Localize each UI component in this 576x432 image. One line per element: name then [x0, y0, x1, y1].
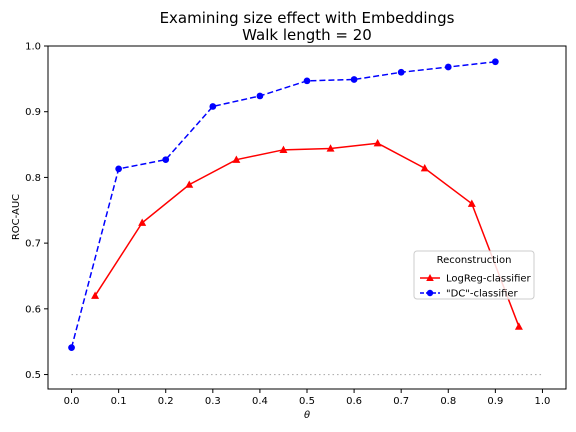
data-point: [492, 58, 499, 66]
x-tick-label: 0.5: [299, 396, 315, 407]
x-tick-label: 0.3: [205, 396, 221, 407]
series-layer: [68, 58, 543, 376]
data-point: [350, 76, 358, 83]
x-tick-label: 0.1: [111, 396, 127, 407]
x-tick-label: 0.0: [64, 396, 80, 407]
x-tick-label: 1.0: [535, 396, 551, 407]
x-axis: 0.0 0.1 0.2 0.3 0.4 0.5 0.6 0.7 0.8 0.9 1.0: [64, 389, 551, 407]
chart-title: Examining size effect with Embeddings: [160, 9, 455, 27]
y-axis-label: ROC-AUC: [11, 194, 22, 240]
data-point: [138, 218, 147, 226]
data-point: [185, 180, 194, 188]
chart-subtitle: Walk length = 20: [242, 26, 372, 44]
data-point: [397, 68, 405, 76]
y-tick-label: 1.0: [25, 42, 41, 53]
data-point: [279, 145, 288, 153]
series-line: [70, 61, 496, 348]
x-tick-label: 0.4: [252, 396, 268, 407]
x-tick-label: 0.8: [440, 396, 456, 407]
legend: Reconstruction LogReg-classifier "DC"-clas…: [413, 250, 535, 300]
data-point: [326, 144, 335, 152]
legend-title: Reconstruction: [437, 255, 512, 266]
legend-box: [413, 250, 535, 300]
data-point: [373, 139, 382, 147]
data-point: [420, 164, 429, 172]
x-axis-label: θ: [304, 410, 310, 421]
y-tick-label: 0.6: [25, 304, 41, 315]
legend-entry: LogReg-classifier: [446, 274, 532, 285]
data-point: [256, 92, 264, 100]
legend-swatch-marker: [426, 289, 434, 297]
data-point: [209, 103, 217, 110]
data-point: [162, 156, 170, 164]
y-tick-label: 0.7: [25, 239, 41, 250]
x-tick-label: 0.2: [158, 396, 174, 407]
legend-entry: "DC"-classifier: [446, 289, 519, 300]
series-0: [91, 139, 523, 330]
data-point: [303, 77, 311, 85]
data-point: [115, 165, 122, 173]
data-point: [514, 322, 523, 330]
y-tick-label: 0.8: [25, 173, 41, 184]
data-point: [444, 63, 452, 71]
x-tick-label: 0.9: [487, 396, 503, 407]
data-point: [232, 155, 241, 163]
plot-area: [47, 45, 567, 390]
plot-frame: [47, 45, 567, 390]
x-tick-label: 0.7: [393, 396, 409, 407]
data-point: [68, 344, 75, 351]
x-tick-label: 0.6: [346, 396, 362, 407]
series-1: [68, 58, 499, 351]
y-tick-label: 0.9: [25, 107, 41, 118]
data-point: [467, 199, 476, 207]
y-tick-label: 0.5: [25, 370, 41, 381]
y-axis: 0.5 0.6 0.7 0.8 0.9 1.0: [25, 42, 48, 381]
data-point: [91, 291, 100, 299]
series-line: [94, 142, 520, 327]
legend-swatch-marker: [426, 274, 434, 281]
